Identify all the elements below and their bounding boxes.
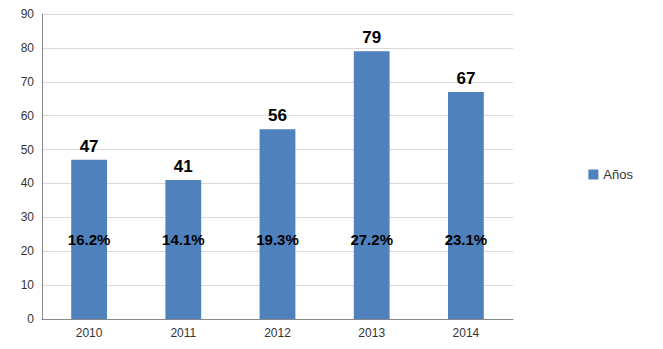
svg-text:20: 20 — [21, 244, 35, 258]
svg-text:Años: Años — [603, 167, 633, 182]
svg-text:56: 56 — [268, 106, 287, 125]
svg-text:2013: 2013 — [358, 326, 385, 340]
svg-text:2014: 2014 — [453, 326, 480, 340]
svg-text:14.1%: 14.1% — [162, 231, 205, 248]
svg-text:19.3%: 19.3% — [256, 231, 299, 248]
svg-text:79: 79 — [362, 28, 381, 47]
svg-text:40: 40 — [21, 176, 35, 190]
svg-text:2011: 2011 — [170, 326, 196, 340]
svg-text:23.1%: 23.1% — [445, 231, 488, 248]
svg-text:2012: 2012 — [264, 326, 291, 340]
svg-text:47: 47 — [80, 137, 99, 156]
svg-text:50: 50 — [21, 143, 35, 157]
svg-text:90: 90 — [21, 7, 35, 21]
svg-text:16.2%: 16.2% — [68, 231, 111, 248]
svg-text:27.2%: 27.2% — [350, 231, 393, 248]
svg-text:30: 30 — [21, 210, 35, 224]
svg-text:70: 70 — [21, 75, 35, 89]
svg-text:41: 41 — [174, 157, 193, 176]
svg-text:10: 10 — [21, 278, 35, 292]
svg-text:2010: 2010 — [76, 326, 103, 340]
svg-text:67: 67 — [456, 69, 475, 88]
svg-text:80: 80 — [21, 41, 35, 55]
svg-text:0: 0 — [27, 312, 34, 326]
svg-text:60: 60 — [21, 109, 35, 123]
